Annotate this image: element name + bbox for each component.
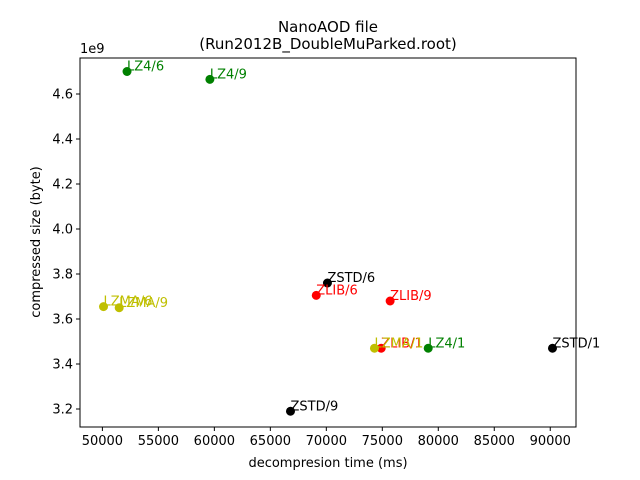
x-axis-ticks: 50000 55000 60000 65000 70000 75000 80000 85000…: [82, 427, 571, 449]
y-tick-label: 4.0: [52, 223, 73, 238]
point-label: LZ4/6: [127, 60, 164, 75]
y-tick-label: 3.6: [52, 313, 73, 328]
y-tick-label: 4.6: [52, 88, 73, 103]
scatter-point: [99, 302, 109, 312]
point-label: ZSTD/9: [290, 399, 338, 414]
x-tick-label: 90000: [530, 434, 571, 449]
scatter-point: [376, 343, 386, 353]
y-tick-label: 4.4: [52, 133, 73, 148]
y-tick-label: 3.8: [52, 268, 73, 283]
point-label: LZ4/9: [210, 67, 247, 82]
scatter-point: [285, 406, 295, 416]
point-label: ZLIB/1: [381, 336, 423, 351]
scatter-point: [547, 343, 557, 353]
x-tick-label: 80000: [418, 434, 459, 449]
point-label: ZSTD/6: [327, 271, 375, 286]
point-label: LZ4/1: [428, 336, 465, 351]
scatter-point: [122, 67, 132, 76]
point-label: ZLIB/9: [390, 289, 432, 304]
x-tick-label: 75000: [362, 434, 403, 449]
point-label: ZSTD/1: [552, 336, 600, 351]
data-points: LZ4/6 LZ4/9 LZ4/1 ZSTD/6 ZSTD/1 ZSTD/9 ZLIB/6 Z…: [99, 60, 600, 416]
scatter-point: [205, 74, 215, 84]
point-label: ZLIB/6: [316, 283, 358, 298]
chart-title-line-1: NanoAOD file: [278, 18, 378, 36]
y-axis-ticks: 3.2 3.4 3.6 3.8 4.0 4.2 4.4 4.6: [52, 88, 80, 418]
scatter-point: [311, 290, 321, 300]
x-tick-label: 50000: [82, 434, 123, 449]
x-tick-label: 60000: [194, 434, 235, 449]
scatter-point: [385, 296, 395, 306]
x-tick-label: 70000: [306, 434, 347, 449]
plot-area: [79, 57, 577, 428]
x-tick-label: 85000: [474, 434, 515, 449]
y-tick-label: 4.2: [52, 178, 73, 193]
scatter-point: [322, 278, 332, 288]
x-tick-label: 55000: [138, 434, 179, 449]
y-axis-label: compressed size (byte): [29, 166, 44, 318]
y-axis-offset-text: 1e9: [80, 42, 105, 57]
y-tick-label: 3.4: [52, 358, 73, 373]
scatter-point: [423, 343, 433, 353]
scatter-point: [369, 343, 379, 353]
scatter-point: [114, 303, 124, 313]
chart-title-line-2: (Run2012B_DoubleMuParked.root): [199, 35, 457, 54]
point-label: LZMA/1: [374, 336, 423, 351]
y-tick-label: 3.2: [52, 403, 73, 418]
x-axis-label: decompresion time (ms): [248, 456, 407, 471]
point-label: LZMA/9: [119, 296, 168, 311]
x-tick-label: 65000: [250, 434, 291, 449]
